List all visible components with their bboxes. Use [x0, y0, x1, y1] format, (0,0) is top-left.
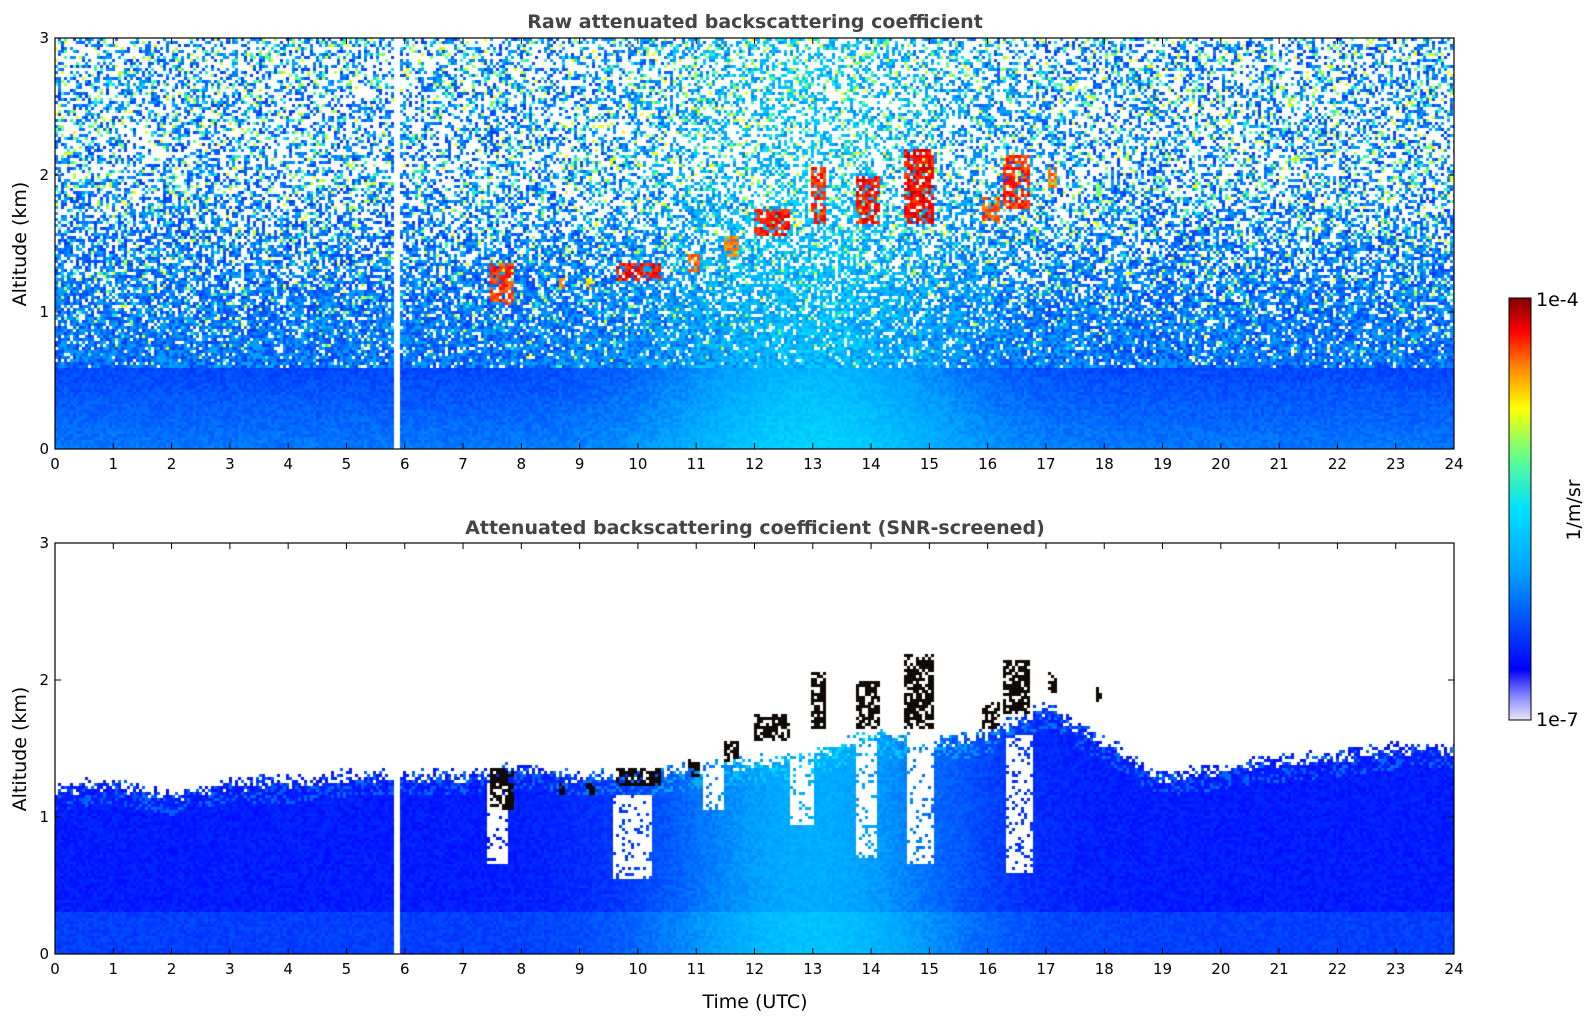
x-tick-label: 19	[1153, 960, 1172, 978]
y-axis: 0 1 2 3	[39, 29, 1454, 458]
x-tick-label: 3	[225, 455, 235, 473]
y-tick-label: 2	[39, 166, 49, 184]
x-tick-label: 8	[517, 455, 527, 473]
x-tick-label: 6	[400, 455, 410, 473]
x-tick-label: 3	[225, 960, 235, 978]
colorbar: 1e-4 1e-7 1/m/sr	[1508, 289, 1585, 731]
x-tick-label: 12	[745, 960, 764, 978]
x-tick-label: 7	[458, 960, 468, 978]
x-tick-label: 23	[1386, 960, 1405, 978]
snr-screened-panel: Attenuated backscattering coefficient (S…	[9, 517, 1464, 1013]
colorbar-min-label: 1e-7	[1536, 709, 1579, 731]
panel-title: Attenuated backscattering coefficient (S…	[465, 517, 1045, 539]
x-tick-label: 4	[283, 960, 293, 978]
x-tick-label: 14	[862, 455, 881, 473]
x-tick-label: 1	[109, 960, 119, 978]
colorbar-max-label: 1e-4	[1536, 289, 1579, 311]
x-axis: 0 1 2 3 4 5 6 7 8 9 10 11 12 13 14 15 16 17 18 19 20 21 22 23 24	[50, 38, 1464, 473]
x-tick-label: 21	[1270, 960, 1289, 978]
x-tick-label: 24	[1444, 455, 1463, 473]
x-tick-label: 11	[687, 960, 706, 978]
x-tick-label: 15	[920, 960, 939, 978]
x-tick-label: 7	[458, 455, 468, 473]
x-tick-label: 14	[862, 960, 881, 978]
y-axis: 0 1 2 3	[39, 534, 1454, 963]
x-tick-label: 13	[803, 960, 822, 978]
colorbar-unit-label: 1/m/sr	[1563, 479, 1585, 540]
x-tick-label: 18	[1095, 960, 1114, 978]
y-tick-label: 1	[39, 808, 49, 826]
x-tick-label: 9	[575, 960, 585, 978]
x-tick-label: 15	[920, 455, 939, 473]
x-tick-label: 17	[1036, 960, 1055, 978]
x-tick-label: 10	[628, 455, 647, 473]
x-tick-label: 9	[575, 455, 585, 473]
y-tick-label: 0	[39, 945, 49, 963]
x-tick-label: 5	[342, 960, 352, 978]
raw-backscatter-panel: Raw attenuated backscattering coefficien…	[9, 11, 1464, 473]
x-tick-label: 16	[978, 960, 997, 978]
x-tick-label: 20	[1211, 960, 1230, 978]
x-tick-label: 21	[1270, 455, 1289, 473]
x-axis: 0 1 2 3 4 5 6 7 8 9 10 11 12 13 14 15 16 17 18 19 20 21 22 23 24	[50, 543, 1464, 978]
x-tick-label: 2	[167, 455, 177, 473]
x-tick-label: 13	[803, 455, 822, 473]
x-tick-label: 12	[745, 455, 764, 473]
x-tick-label: 1	[109, 455, 119, 473]
x-tick-label: 5	[342, 455, 352, 473]
x-tick-label: 2	[167, 960, 177, 978]
heatmap-canvas	[55, 543, 1454, 954]
x-tick-label: 0	[50, 455, 60, 473]
x-tick-label: 8	[517, 960, 527, 978]
x-tick-label: 18	[1095, 455, 1114, 473]
x-tick-label: 0	[50, 960, 60, 978]
x-tick-label: 22	[1328, 960, 1347, 978]
y-tick-label: 3	[39, 534, 49, 552]
y-tick-label: 2	[39, 671, 49, 689]
y-tick-label: 0	[39, 440, 49, 458]
x-tick-label: 19	[1153, 455, 1172, 473]
y-tick-label: 1	[39, 303, 49, 321]
colorbar-gradient	[1508, 297, 1532, 721]
panel-title: Raw attenuated backscattering coefficien…	[527, 11, 983, 33]
heatmap-canvas	[55, 38, 1454, 449]
y-axis-label: Altitude (km)	[9, 182, 31, 307]
x-tick-label: 22	[1328, 455, 1347, 473]
x-axis-label: Time (UTC)	[701, 991, 807, 1013]
x-tick-label: 24	[1444, 960, 1463, 978]
x-tick-label: 10	[628, 960, 647, 978]
x-tick-label: 4	[283, 455, 293, 473]
x-tick-label: 6	[400, 960, 410, 978]
x-tick-label: 16	[978, 455, 997, 473]
x-tick-label: 17	[1036, 455, 1055, 473]
y-tick-label: 3	[39, 29, 49, 47]
x-tick-label: 11	[687, 455, 706, 473]
x-tick-label: 23	[1386, 455, 1405, 473]
x-tick-label: 20	[1211, 455, 1230, 473]
y-axis-label: Altitude (km)	[9, 687, 31, 812]
